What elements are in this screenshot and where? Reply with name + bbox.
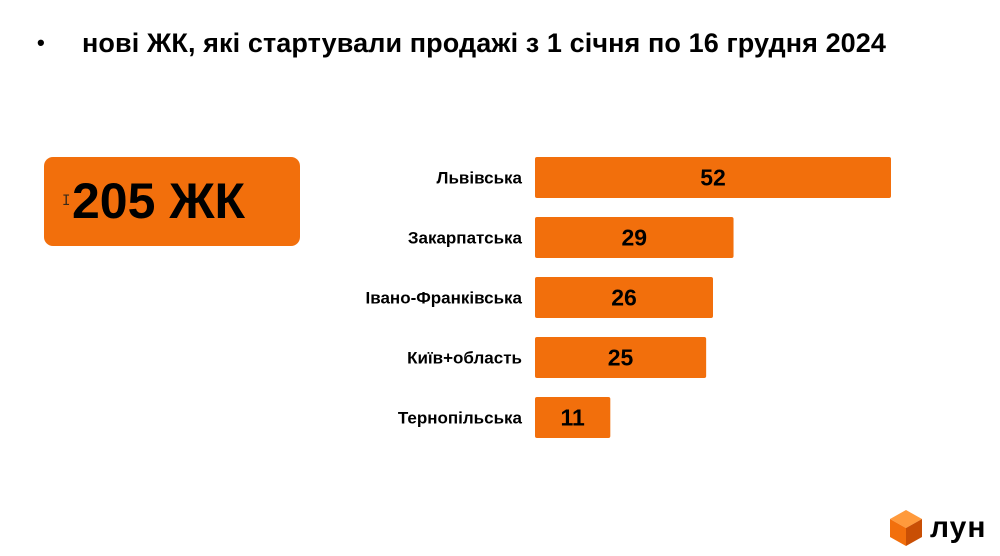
bar [535, 277, 713, 318]
brand-logo: лун [888, 508, 992, 550]
total-count-label: 205 ЖК [72, 173, 246, 229]
category-label: Львівська [437, 169, 523, 188]
bar [535, 157, 891, 198]
page-title: нові ЖК, які стартували продажі з 1 січн… [82, 28, 887, 58]
bar [535, 337, 707, 378]
bar-value-label: 11 [560, 405, 585, 431]
bar-value-label: 25 [608, 345, 634, 371]
category-label: Київ+область [407, 349, 522, 368]
bar-value-label: 29 [621, 225, 647, 251]
category-label: Івано-Франківська [366, 289, 523, 308]
category-label: Закарпатська [408, 229, 523, 248]
bar-value-label: 52 [700, 165, 726, 191]
text-cursor-icon: I [62, 193, 71, 209]
category-label: Тернопільська [398, 409, 523, 428]
bar [535, 217, 734, 258]
bar-value-label: 26 [611, 285, 637, 311]
bar [535, 397, 611, 438]
cube-logo-icon [890, 510, 922, 546]
title-bullet: • [37, 30, 45, 55]
total-count-box: I 205 ЖК [44, 157, 300, 246]
brand-logo-text: лун [930, 511, 987, 544]
